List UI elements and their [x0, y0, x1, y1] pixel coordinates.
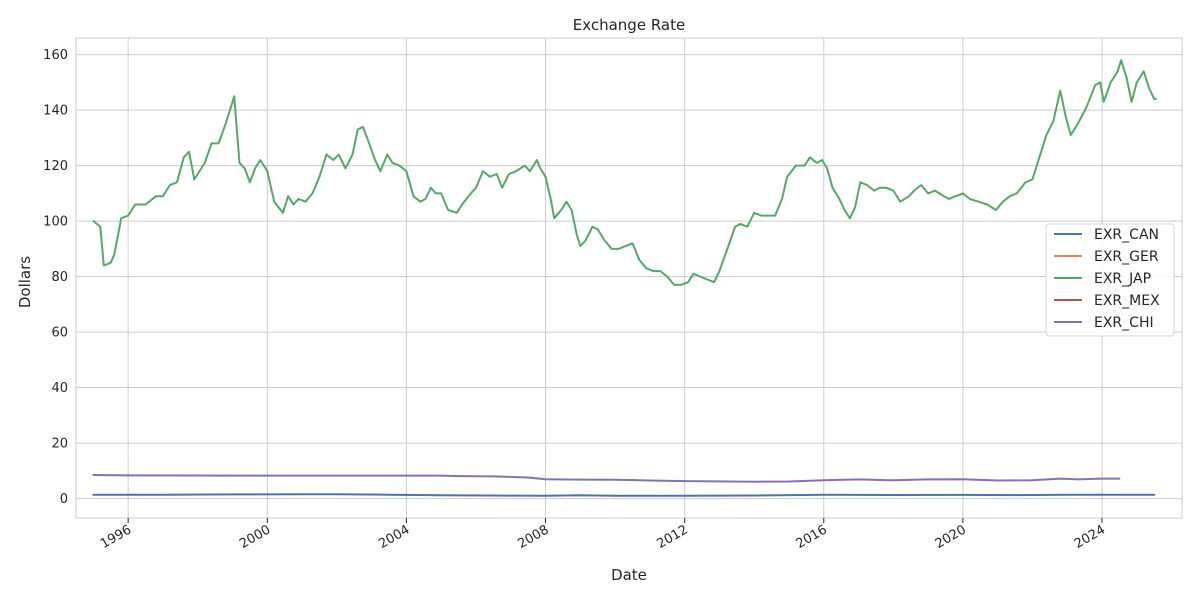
legend-label: EXR_JAP	[1094, 271, 1151, 287]
legend-label: EXR_GER	[1094, 249, 1159, 265]
y-tick-label: 20	[51, 437, 68, 452]
x-tick-label: 2004	[376, 522, 412, 552]
legend-label: EXR_CHI	[1094, 315, 1154, 331]
legend: EXR_CAN EXR_GER EXR_JAP EXR_MEX EXR_CHI	[1045, 223, 1175, 337]
x-tick-label: 2020	[933, 522, 969, 552]
legend-label: EXR_CAN	[1094, 227, 1159, 243]
x-tick-label: 2016	[794, 522, 830, 552]
y-axis-title: Dollars	[16, 256, 34, 308]
y-tick-label: 40	[51, 381, 68, 396]
y-tick-label: 120	[43, 159, 68, 174]
chart-title: Exchange Rate	[573, 16, 685, 34]
x-tick-label: 2012	[654, 522, 690, 552]
legend-label: EXR_MEX	[1094, 293, 1160, 309]
x-tick-label: 2024	[1072, 522, 1108, 552]
legend-items: EXR_CAN EXR_GER EXR_JAP EXR_MEX EXR_CHI	[1054, 227, 1160, 331]
series-line-exr-can	[92, 493, 1156, 497]
legend-box	[1045, 223, 1175, 337]
y-tick-label: 100	[43, 215, 68, 230]
x-tick-label: 2008	[515, 522, 551, 552]
series-line-exr-chi	[92, 474, 1121, 483]
x-tick-label: 1996	[98, 522, 134, 552]
y-tick-label: 140	[43, 104, 68, 119]
grid-layer	[76, 38, 1182, 518]
series-layer	[92, 59, 1157, 497]
plot-frame	[75, 37, 1183, 519]
y-tick-label: 160	[43, 48, 68, 63]
y-tick-label: 0	[60, 492, 68, 507]
y-tick-label: 80	[51, 270, 68, 285]
y-tick-label: 60	[51, 326, 68, 341]
series-line-exr-jap	[92, 59, 1157, 286]
x-axis-title: Date	[611, 566, 647, 584]
x-tick-label: 2000	[237, 522, 273, 552]
